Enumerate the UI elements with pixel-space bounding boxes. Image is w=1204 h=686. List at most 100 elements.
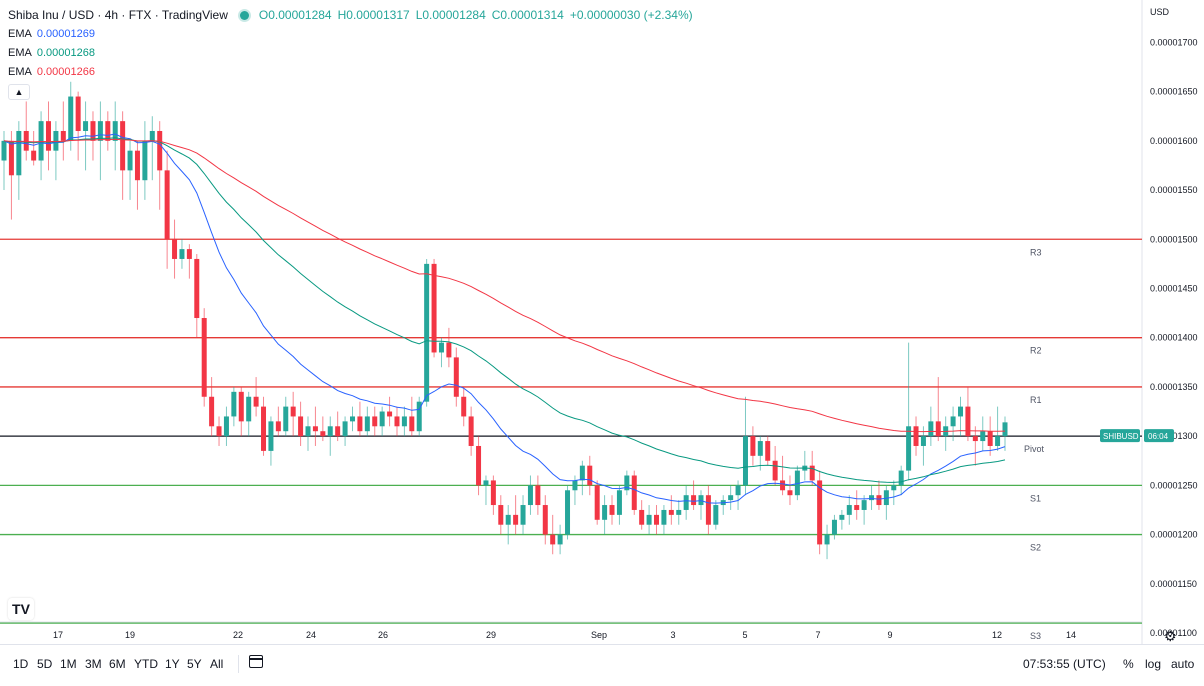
ema-legend-2[interactable]: EMA 0.00001268 (8, 47, 95, 59)
candle-body (53, 130, 59, 151)
candle-body (379, 411, 385, 427)
ema-legend-1[interactable]: EMA 0.00001269 (8, 28, 95, 40)
utc-clock[interactable]: 07:53:55 (UTC) (1023, 657, 1106, 671)
candle-body (424, 263, 430, 402)
x-tick-label: 3 (670, 630, 675, 640)
symbol-title[interactable]: Shiba Inu / USD · 4h · FTX · TradingView (8, 8, 228, 22)
ohlc-low: L0.00001284 (415, 8, 486, 22)
candle-body (676, 509, 682, 515)
candle-body (602, 505, 608, 520)
candle-body (201, 318, 207, 397)
time-badge (1144, 429, 1174, 443)
candle-body (735, 485, 741, 496)
candle-body (394, 416, 400, 427)
range-3m[interactable]: 3M (85, 657, 102, 671)
candle-body (654, 514, 660, 525)
candle-body (883, 490, 889, 506)
range-1y[interactable]: 1Y (165, 657, 180, 671)
x-tick-label: 19 (125, 630, 135, 640)
candle-body (505, 514, 511, 525)
candle-body (468, 416, 474, 446)
bottom-toolbar: 1D 5D 1M 3M 6M YTD 1Y 5Y All 07:53:55 (U… (0, 644, 1204, 686)
pivot-level-label: R1 (1030, 395, 1042, 405)
candle-body (527, 485, 533, 506)
y-tick-label: 0.00001100 (1150, 628, 1197, 638)
candle-body (557, 534, 563, 545)
ema-legend-3[interactable]: EMA 0.00001266 (8, 66, 95, 78)
candle-body (965, 406, 971, 437)
candle-body (661, 509, 667, 525)
candle-body (913, 426, 919, 446)
x-tick-label: 24 (306, 630, 316, 640)
candle-body (342, 421, 348, 437)
candle-body (31, 150, 37, 161)
candle-body (60, 130, 66, 141)
candle-body (639, 509, 645, 525)
y-tick-label: 0.00001350 (1150, 382, 1198, 392)
candle-body (453, 357, 459, 397)
pivot-level-label: R2 (1030, 346, 1042, 356)
range-1d[interactable]: 1D (13, 657, 29, 671)
log-toggle[interactable]: log (1145, 657, 1162, 671)
candle-body (438, 342, 444, 353)
candle-body (839, 514, 845, 520)
y-tick-label: 0.00001400 (1150, 333, 1198, 343)
candle-body (349, 416, 355, 422)
candle-body (231, 391, 237, 417)
y-tick-label: 0.00001450 (1150, 283, 1198, 293)
ticker-badge-label: SHIBUSD (1103, 432, 1139, 441)
candle-body (520, 505, 526, 525)
ohlc-close: C0.00001314 (491, 8, 564, 22)
candle-body (750, 436, 756, 456)
candle-body (572, 480, 578, 491)
price-chart[interactable]: 0.00001700 0.00001650 0.00001600 0.00001550… (0, 0, 1204, 644)
range-1m[interactable]: 1M (60, 657, 77, 671)
candle-body (23, 130, 29, 151)
range-ytd[interactable]: YTD (134, 657, 158, 671)
x-tick-label: 22 (233, 630, 243, 640)
percent-toggle[interactable]: % (1123, 657, 1134, 671)
candle-body (16, 130, 22, 176)
candle-body (431, 263, 437, 353)
candle-body (112, 121, 118, 141)
tradingview-logo-icon[interactable]: TV (8, 598, 34, 620)
candle-body (787, 490, 793, 496)
auto-toggle[interactable]: auto (1171, 657, 1195, 671)
y-tick-label: 0.00001250 (1150, 480, 1198, 490)
candle-body (275, 421, 281, 432)
candle-body (446, 342, 452, 358)
candle-body (705, 495, 711, 525)
candle-body (646, 514, 652, 525)
candle-body (246, 396, 252, 422)
candle-body (416, 401, 422, 432)
candle-body (824, 534, 830, 545)
calendar-range-icon[interactable] (249, 655, 263, 668)
candle-body (298, 416, 304, 437)
ema-line-1 (3, 133, 1006, 504)
candle-body (995, 436, 1001, 446)
range-5d[interactable]: 5D (37, 657, 53, 671)
range-all[interactable]: All (210, 657, 224, 671)
candle-body (513, 514, 519, 525)
range-6m[interactable]: 6M (109, 657, 126, 671)
candle-body (928, 421, 934, 437)
candle-body (1, 140, 7, 161)
candle-body (587, 465, 593, 486)
x-tick-label: 5 (742, 630, 747, 640)
candle-body (809, 465, 815, 481)
candle-body (609, 505, 615, 515)
currency-label[interactable]: USD (1150, 7, 1170, 17)
chevron-up-icon[interactable]: ▲ (8, 84, 30, 100)
range-5y[interactable]: 5Y (187, 657, 202, 671)
candle-body (898, 470, 904, 486)
candle-body (216, 426, 222, 437)
candle-body (75, 96, 81, 131)
gear-icon[interactable]: ⚙ (1164, 628, 1177, 644)
candle-body (831, 519, 837, 535)
candle-body (476, 445, 482, 486)
candle-body (906, 426, 912, 471)
candle-body (68, 96, 74, 141)
candle-body (290, 406, 296, 417)
candle-body (483, 480, 489, 486)
candle-body (97, 121, 103, 141)
